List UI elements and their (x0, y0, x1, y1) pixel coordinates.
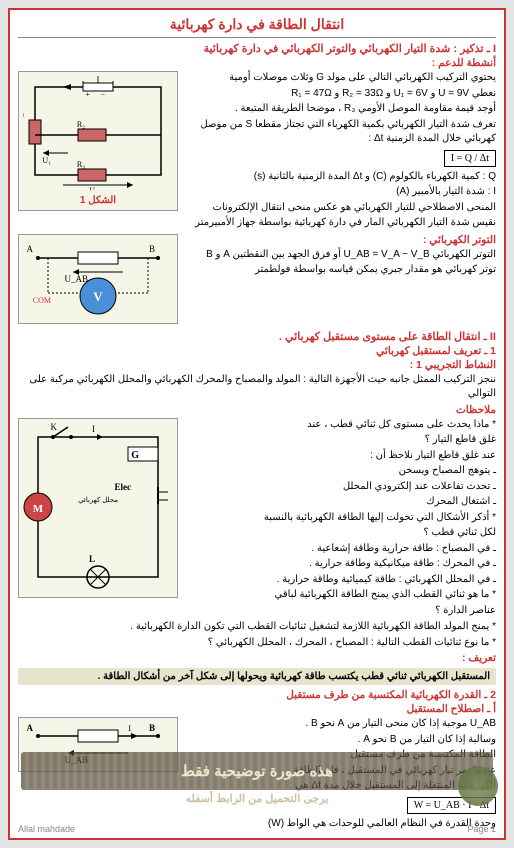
page-container: انتقال الطاقة في دارة كهربائية I ـ تذكير… (8, 8, 506, 840)
section2-head: II ـ انتقال الطاقة على مستوى مستقبل كهرب… (18, 330, 496, 343)
footer-page: Page 1 (467, 824, 496, 834)
footer-author: Allal mahdade (18, 824, 75, 834)
figure-1-caption: الشكل 1 (22, 195, 174, 206)
series-circuit-diagram: K I G Elec محلل كهربائي M (23, 422, 173, 592)
s2-b15: * ما نوع ثنائيات القطب التالية : المصباح… (18, 636, 496, 651)
figure-3: K I G Elec محلل كهربائي M (18, 418, 178, 598)
label-G: G (131, 450, 139, 461)
s1-p7: نقيس شدة التيار الكهربائي المار في دارة … (18, 216, 496, 231)
label-V: V (93, 289, 103, 304)
s2-b13: عناصر الدارة ؟ (18, 604, 496, 619)
label-COM: COM (33, 296, 51, 305)
figure-1: + − I R₁ R₂ R₃ U₁ (18, 71, 178, 211)
label-U: U (89, 186, 95, 190)
label-I-top: I (97, 75, 100, 85)
figure-4: A B I U_AB (18, 717, 178, 772)
label-I2: I (92, 424, 95, 434)
watermark-seal (458, 766, 498, 806)
obs-label: ملاحظات (18, 404, 496, 416)
section1-head: I ـ تذكير : شدة التيار الكهربائي والتوتر… (18, 42, 496, 55)
label-A4: A (27, 723, 34, 733)
label-L: L (89, 554, 95, 564)
document-title: انتقال الطاقة في دارة كهربائية (18, 16, 496, 38)
figure-2: A B U_AB V COM (18, 234, 178, 324)
label-UAB4: U_AB (64, 755, 88, 765)
label-minus: − (100, 90, 105, 99)
exp-label: النشاط التجريبي 1 : (18, 359, 496, 371)
conclusion-box: المستقبل الكهربائي ثنائي قطب يكتسب طاقة … (18, 668, 496, 685)
label-Elec: Elec (115, 482, 132, 492)
label-K: K (51, 422, 58, 432)
voltmeter-diagram: A B U_AB V COM (23, 238, 173, 318)
label-I4: I (128, 724, 131, 733)
section2-sub1: 1 ـ تعريف لمستقبل كهربائي (18, 345, 496, 357)
label-R3: R₃ (77, 160, 85, 169)
label-R1: R₁ (23, 108, 25, 117)
label-M: M (33, 503, 44, 515)
label-plus: + (85, 90, 90, 99)
given-values: R₁ = 47Ω و R₂ = 33Ω و U₁ = 6V و U = 9V (291, 88, 469, 99)
footer: Allal mahdade Page 1 (18, 824, 496, 834)
s2-b14: * يمنح المولد الطاقة الكهربائية اللازمة … (18, 620, 496, 635)
activity-label: أنشطة للدعم : (18, 57, 496, 69)
label-U1: U₁ (42, 156, 51, 165)
given-label: نعطي (472, 88, 496, 99)
label-B: B (149, 244, 155, 254)
receiver-convention-diagram: A B I U_AB (23, 721, 173, 766)
definition-label: تعريف : (18, 652, 496, 664)
section3-sub: 2 ـ القدرة الكهربائية المكتسبة من طرف مس… (18, 689, 496, 701)
section3-sub2: أ ـ اصطلاح المستقبل (18, 703, 496, 715)
label-B4: B (149, 723, 155, 733)
s3-p5: الكهربائية المنتقلة إلى المستقبل خلال مد… (18, 779, 496, 794)
label-A: A (27, 244, 34, 254)
label-R2: R₂ (77, 120, 85, 129)
formula-I: I = Q / Δt (444, 150, 496, 167)
label-UAB: U_AB (64, 274, 88, 284)
s2-p1: ننجز التركيب الممثل جانبه حيث الأجهزة ال… (18, 373, 496, 402)
label-Elec-ar: محلل كهربائي (78, 496, 118, 504)
circuit-diagram-1: + − I R₁ R₂ R₃ U₁ (23, 75, 173, 190)
